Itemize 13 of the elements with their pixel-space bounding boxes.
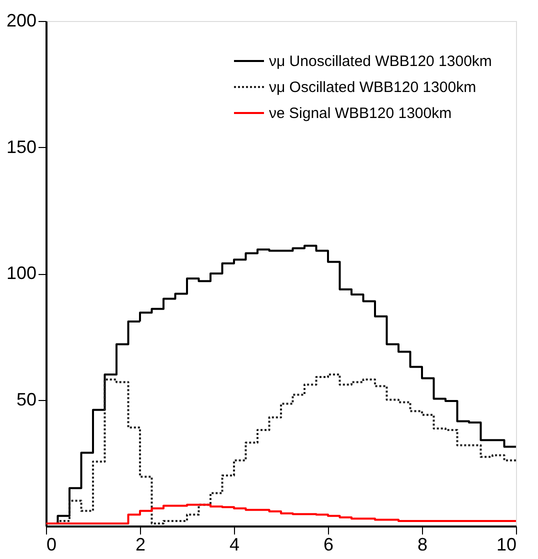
- y-tick-label: 50: [16, 389, 36, 410]
- legend-label: νμ Oscillated WBB120 1300km: [269, 79, 476, 96]
- legend-label: νe Signal WBB120 1300km: [269, 105, 452, 122]
- x-tick-label: 10: [496, 534, 516, 554]
- x-tick-label: 2: [135, 534, 146, 554]
- x-tick-label: 6: [323, 534, 334, 554]
- y-tick-label: 100: [6, 263, 36, 283]
- y-tick-label: 200: [6, 10, 36, 30]
- y-tick-label: 150: [6, 136, 36, 157]
- x-tick-label: 4: [229, 534, 240, 554]
- x-tick-label: 8: [417, 534, 428, 554]
- x-tick-label: 0: [46, 534, 57, 554]
- legend-label: νμ Unoscillated WBB120 1300km: [269, 53, 492, 70]
